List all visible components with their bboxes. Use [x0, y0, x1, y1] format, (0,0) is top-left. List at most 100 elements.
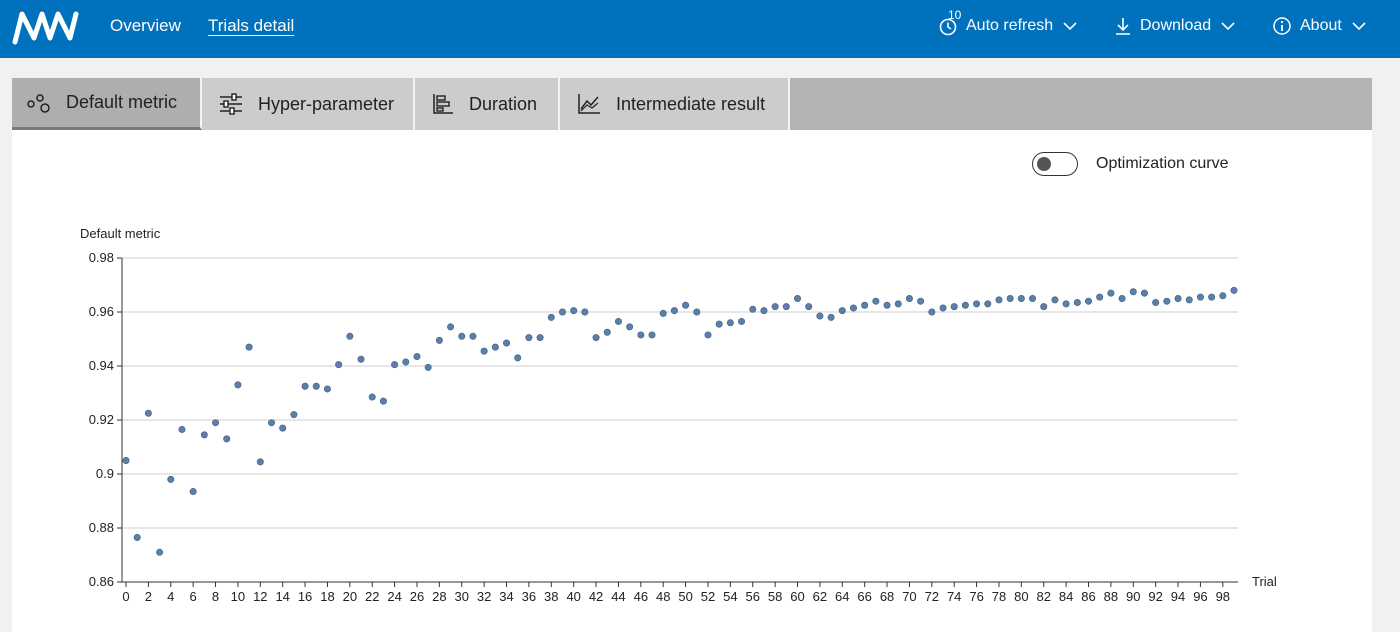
data-point[interactable] [1196, 293, 1204, 301]
data-point[interactable] [200, 431, 208, 439]
data-point[interactable] [245, 343, 253, 351]
data-point[interactable] [312, 382, 320, 390]
data-point[interactable] [849, 304, 857, 312]
data-point[interactable] [1230, 286, 1238, 294]
data-point[interactable] [917, 297, 925, 305]
data-point[interactable] [323, 385, 331, 393]
data-point[interactable] [760, 307, 768, 315]
data-point[interactable] [346, 332, 354, 340]
data-point[interactable] [659, 309, 667, 317]
data-point[interactable] [144, 409, 152, 417]
data-point[interactable] [558, 308, 566, 316]
data-point[interactable] [682, 301, 690, 309]
data-point[interactable] [905, 295, 913, 303]
data-point[interactable] [715, 320, 723, 328]
data-point[interactable] [1163, 297, 1171, 305]
data-point[interactable] [178, 425, 186, 433]
data-point[interactable] [223, 435, 231, 443]
data-point[interactable] [290, 411, 298, 419]
data-point[interactable] [391, 361, 399, 369]
data-point[interactable] [693, 308, 701, 316]
data-point[interactable] [491, 343, 499, 351]
data-point[interactable] [939, 304, 947, 312]
data-point[interactable] [402, 358, 410, 366]
data-point[interactable] [212, 419, 220, 427]
data-point[interactable] [1152, 299, 1160, 307]
data-point[interactable] [827, 313, 835, 321]
data-point[interactable] [961, 301, 969, 309]
data-point[interactable] [1219, 292, 1227, 300]
data-point[interactable] [536, 334, 544, 342]
data-point[interactable] [267, 419, 275, 427]
optimization-curve-toggle[interactable] [1032, 152, 1078, 176]
tab-hyper-parameter[interactable]: Hyper-parameter [202, 78, 415, 130]
data-point[interactable] [1107, 289, 1115, 297]
tab-duration[interactable]: Duration [415, 78, 560, 130]
data-point[interactable] [872, 297, 880, 305]
data-point[interactable] [771, 303, 779, 311]
data-point[interactable] [447, 323, 455, 331]
data-point[interactable] [368, 393, 376, 401]
data-point[interactable] [838, 307, 846, 315]
data-point[interactable] [547, 313, 555, 321]
data-point[interactable] [614, 317, 622, 325]
data-point[interactable] [1085, 297, 1093, 305]
nav-trials-detail[interactable]: Trials detail [208, 16, 295, 35]
data-point[interactable] [156, 548, 164, 556]
data-point[interactable] [1208, 293, 1216, 301]
data-point[interactable] [738, 317, 746, 325]
data-point[interactable] [335, 361, 343, 369]
data-point[interactable] [581, 308, 589, 316]
data-point[interactable] [1051, 296, 1059, 304]
data-point[interactable] [1185, 296, 1193, 304]
data-point[interactable] [1129, 288, 1137, 296]
data-point[interactable] [1096, 293, 1104, 301]
data-point[interactable] [995, 296, 1003, 304]
data-point[interactable] [928, 308, 936, 316]
data-point[interactable] [480, 347, 488, 355]
data-point[interactable] [1006, 295, 1014, 303]
data-point[interactable] [984, 300, 992, 308]
data-point[interactable] [894, 300, 902, 308]
data-point[interactable] [1062, 300, 1070, 308]
download-menu[interactable]: Download [1114, 16, 1235, 36]
data-point[interactable] [637, 331, 645, 339]
data-point[interactable] [458, 332, 466, 340]
data-point[interactable] [782, 303, 790, 311]
data-point[interactable] [973, 300, 981, 308]
nav-overview[interactable]: Overview [110, 16, 181, 35]
data-point[interactable] [1118, 295, 1126, 303]
nni-logo[interactable] [12, 8, 82, 46]
data-point[interactable] [279, 424, 287, 432]
data-point[interactable] [670, 307, 678, 315]
tab-intermediate-result[interactable]: Intermediate result [560, 78, 790, 130]
data-point[interactable] [1029, 295, 1037, 303]
data-point[interactable] [435, 336, 443, 344]
data-point[interactable] [1140, 289, 1148, 297]
data-point[interactable] [1073, 299, 1081, 307]
data-point[interactable] [592, 334, 600, 342]
data-point[interactable] [794, 295, 802, 303]
data-point[interactable] [950, 303, 958, 311]
data-point[interactable] [861, 301, 869, 309]
data-point[interactable] [1017, 295, 1025, 303]
data-point[interactable] [256, 458, 264, 466]
data-point[interactable] [883, 301, 891, 309]
data-point[interactable] [603, 328, 611, 336]
data-point[interactable] [469, 332, 477, 340]
data-point[interactable] [413, 353, 421, 361]
data-point[interactable] [503, 339, 511, 347]
data-point[interactable] [704, 331, 712, 339]
data-point[interactable] [648, 331, 656, 339]
data-point[interactable] [525, 334, 533, 342]
data-point[interactable] [749, 305, 757, 313]
data-point[interactable] [357, 355, 365, 363]
auto-refresh-menu[interactable]: Auto refresh [938, 16, 1077, 36]
data-point[interactable] [1040, 303, 1048, 311]
data-point[interactable] [133, 533, 141, 541]
data-point[interactable] [189, 488, 197, 496]
tab-default-metric[interactable]: Default metric [12, 78, 202, 130]
about-menu[interactable]: About [1272, 16, 1366, 36]
data-point[interactable] [424, 363, 432, 371]
data-point[interactable] [379, 397, 387, 405]
